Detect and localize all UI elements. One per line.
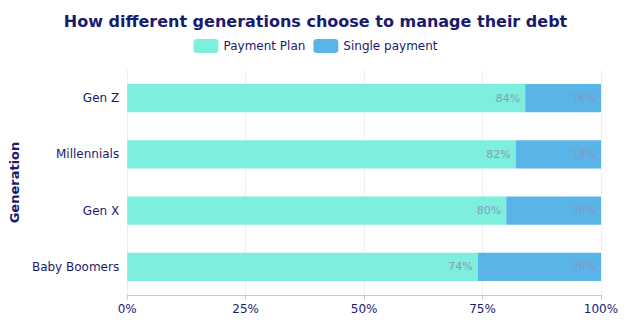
svg-text:84%: 84% <box>496 92 520 105</box>
svg-text:18%: 18% <box>572 148 596 161</box>
svg-text:16%: 16% <box>572 92 596 105</box>
svg-text:82%: 82% <box>486 148 510 161</box>
svg-text:20%: 20% <box>572 204 596 217</box>
svg-text:Millennials: Millennials <box>56 147 119 161</box>
svg-text:50%: 50% <box>351 302 378 316</box>
svg-text:Payment Plan: Payment Plan <box>223 39 305 53</box>
svg-text:80%: 80% <box>477 204 501 217</box>
svg-text:Gen X: Gen X <box>83 204 119 218</box>
svg-text:Single payment: Single payment <box>343 39 437 53</box>
svg-text:25%: 25% <box>232 302 259 316</box>
svg-text:100%: 100% <box>584 302 618 316</box>
svg-text:Gen Z: Gen Z <box>83 91 119 105</box>
svg-text:How different generations choo: How different generations choose to mana… <box>64 12 568 31</box>
svg-text:0%: 0% <box>118 302 137 316</box>
svg-text:75%: 75% <box>469 302 496 316</box>
svg-text:74%: 74% <box>448 260 472 273</box>
svg-text:26%: 26% <box>572 260 596 273</box>
svg-text:Generation: Generation <box>7 142 22 224</box>
svg-text:Baby Boomers: Baby Boomers <box>32 260 119 274</box>
